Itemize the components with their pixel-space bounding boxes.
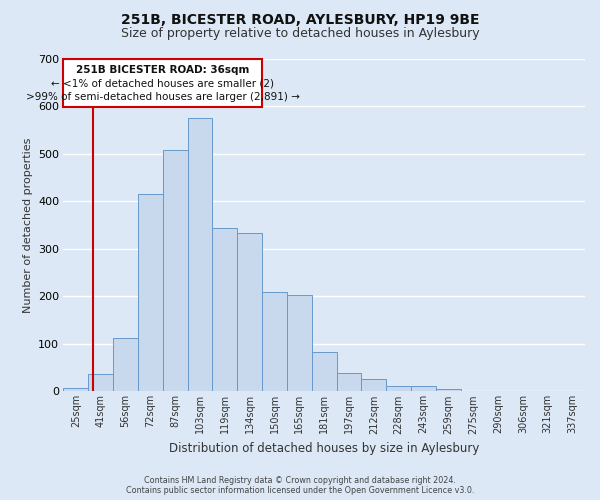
- Bar: [287, 294, 312, 392]
- Text: 251B BICESTER ROAD: 36sqm: 251B BICESTER ROAD: 36sqm: [76, 64, 250, 74]
- Text: >99% of semi-detached houses are larger (2,891) →: >99% of semi-detached houses are larger …: [26, 92, 299, 102]
- Y-axis label: Number of detached properties: Number of detached properties: [23, 138, 32, 313]
- Bar: [237, 234, 262, 392]
- Bar: [411, 386, 436, 392]
- Bar: [212, 228, 237, 392]
- Text: 251B, BICESTER ROAD, AYLESBURY, HP19 9BE: 251B, BICESTER ROAD, AYLESBURY, HP19 9BE: [121, 12, 479, 26]
- Bar: [64, 388, 88, 392]
- Text: Size of property relative to detached houses in Aylesbury: Size of property relative to detached ho…: [121, 28, 479, 40]
- Bar: [138, 194, 163, 392]
- Text: Contains public sector information licensed under the Open Government Licence v3: Contains public sector information licen…: [126, 486, 474, 495]
- Bar: [386, 386, 411, 392]
- Text: Contains HM Land Registry data © Crown copyright and database right 2024.: Contains HM Land Registry data © Crown c…: [144, 476, 456, 485]
- Bar: [337, 374, 361, 392]
- Bar: [312, 352, 337, 392]
- Bar: [262, 292, 287, 392]
- Bar: [436, 389, 461, 392]
- Bar: [361, 379, 386, 392]
- Text: ← <1% of detached houses are smaller (2): ← <1% of detached houses are smaller (2): [51, 78, 274, 88]
- FancyBboxPatch shape: [64, 59, 262, 108]
- Bar: [113, 338, 138, 392]
- X-axis label: Distribution of detached houses by size in Aylesbury: Distribution of detached houses by size …: [169, 442, 479, 455]
- Bar: [188, 118, 212, 392]
- Bar: [88, 374, 113, 392]
- Bar: [163, 150, 188, 392]
